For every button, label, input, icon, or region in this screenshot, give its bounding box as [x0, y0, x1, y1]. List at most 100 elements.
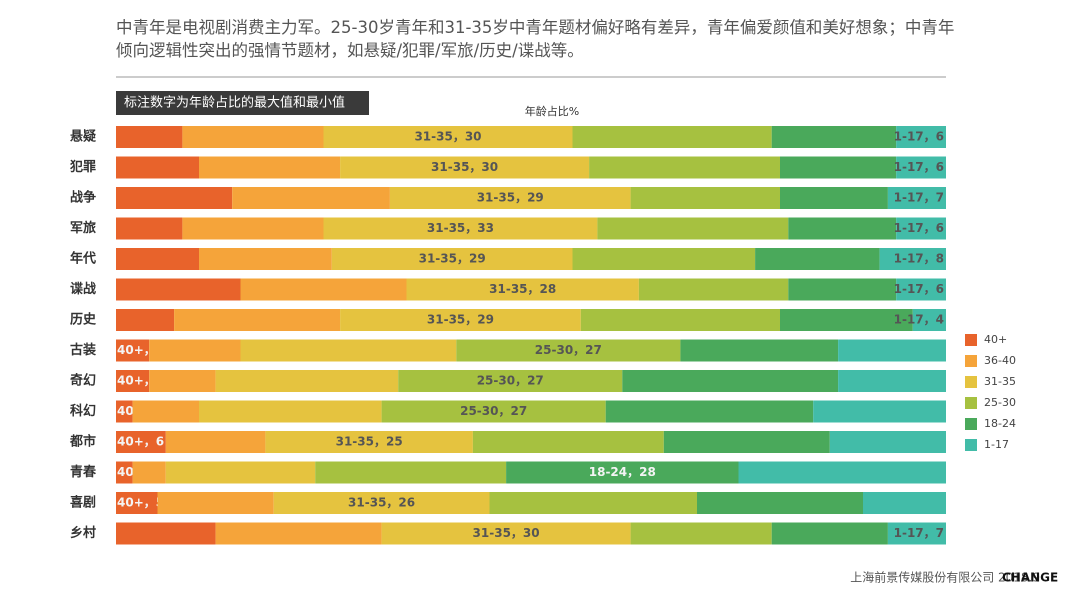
bar-segment [887, 187, 946, 209]
legend-swatch [965, 418, 977, 430]
legend-label: 18-24 [984, 417, 1016, 430]
bar-segment [174, 309, 341, 331]
bar-segment [489, 492, 697, 514]
bar-segment [896, 217, 946, 240]
bar-segment [605, 400, 814, 423]
value-label: 31-35，30 [414, 130, 481, 144]
bar-segment [456, 339, 681, 362]
bar-segment [780, 309, 913, 331]
x-axis-title: 年龄占比% [525, 104, 579, 118]
bar-segment [340, 309, 581, 331]
y-tick-label: 乡村 [70, 525, 96, 541]
legend-label: 31-35 [984, 375, 1016, 388]
note: 标注数字为年龄占比的最大值和最小值 [124, 95, 345, 111]
value-label: 1-17，6 [894, 160, 944, 174]
value-label: 31-35，29 [419, 252, 486, 266]
value-label: 25-30，27 [477, 374, 544, 388]
value-label: 40+，6 [117, 435, 164, 449]
legend-swatch [965, 355, 977, 367]
legend-label: 1-17 [984, 438, 1009, 451]
value-label: 31-35，25 [336, 435, 403, 449]
bar-segment [663, 431, 830, 453]
bar-segment [116, 248, 199, 270]
value-label: 31-35，29 [477, 191, 544, 205]
value-label: 1-17，6 [894, 282, 944, 296]
bar-segment [738, 461, 946, 484]
y-tick-label: 谍战 [70, 281, 96, 297]
bar-segment [697, 492, 863, 514]
bar-segment [116, 400, 133, 423]
value-label: 31-35，26 [348, 496, 415, 510]
value-label: 40+，5 [117, 496, 164, 510]
value-label: 25-30，27 [460, 404, 527, 418]
y-tick-label: 科幻 [70, 403, 96, 419]
value-label: 31-35，30 [431, 160, 498, 174]
bar-segment [116, 522, 216, 545]
bar-segment [813, 400, 946, 423]
bar-segment [771, 522, 888, 545]
legend-label: 25-30 [984, 396, 1016, 409]
bar-segment [398, 370, 623, 392]
bar-segment [912, 309, 946, 331]
bar-segment [589, 156, 780, 179]
value-label: 1-17，4 [894, 313, 944, 327]
bar-segment [116, 461, 133, 484]
bar-segment [331, 248, 573, 270]
value-label: 31-35，29 [427, 313, 494, 327]
bar-segment [132, 461, 166, 484]
bar-segment [829, 431, 946, 453]
y-tick-label: 犯罪 [69, 159, 96, 175]
bar-segment [116, 370, 150, 392]
bar-segment [323, 217, 598, 240]
bar-segment [472, 431, 664, 453]
logo: CHANGE [1002, 571, 1058, 585]
bar-segment [597, 217, 789, 240]
bar-segment [116, 339, 150, 362]
bar-segment [199, 156, 341, 179]
bar-segment [116, 309, 175, 331]
bar-segment [116, 156, 199, 179]
legend-swatch [965, 439, 977, 451]
bar-segment [506, 461, 739, 484]
bar-segment [323, 126, 573, 148]
bar-segment [265, 431, 473, 453]
bar-segment [381, 400, 606, 423]
bar-segment [165, 431, 266, 453]
bar-segment [896, 156, 946, 179]
bar-segment [149, 339, 241, 362]
bar-segment [157, 492, 274, 514]
bar-segment [780, 187, 888, 209]
y-tick-label: 奇幻 [70, 373, 96, 389]
bar-segment [838, 339, 946, 362]
y-tick-label: 都市 [69, 434, 96, 450]
value-label: 25-30，27 [535, 343, 602, 357]
bar-segment [771, 126, 897, 148]
bar-segment [630, 522, 772, 545]
bar-segment [232, 187, 390, 209]
legend-label: 36-40 [984, 354, 1016, 367]
bar-segment [116, 492, 158, 514]
bar-segment [182, 126, 324, 148]
bar-segment [638, 278, 789, 301]
bar-segment [116, 126, 183, 148]
bar-segment [406, 278, 639, 301]
bar-segment [630, 187, 780, 209]
y-tick-label: 军旅 [70, 220, 96, 236]
y-tick-label: 古装 [70, 342, 96, 358]
y-tick-label: 喜剧 [70, 495, 96, 511]
bar-segment [116, 278, 241, 301]
bar-segment [116, 217, 183, 240]
bar-segment [389, 187, 631, 209]
bar-segment [381, 522, 631, 545]
value-label: 1-17，6 [894, 221, 944, 235]
value-label: 1-17，8 [894, 252, 944, 266]
bar-segment [755, 248, 880, 270]
y-tick-label: 青春 [70, 464, 97, 480]
bar-segment [780, 156, 897, 179]
bar-segment [315, 461, 507, 484]
legend-label: 40+ [984, 333, 1007, 346]
bar-segment [896, 278, 946, 301]
value-label: 31-35，30 [473, 526, 540, 540]
bar-segment [215, 522, 382, 545]
bar-segment [199, 400, 382, 423]
